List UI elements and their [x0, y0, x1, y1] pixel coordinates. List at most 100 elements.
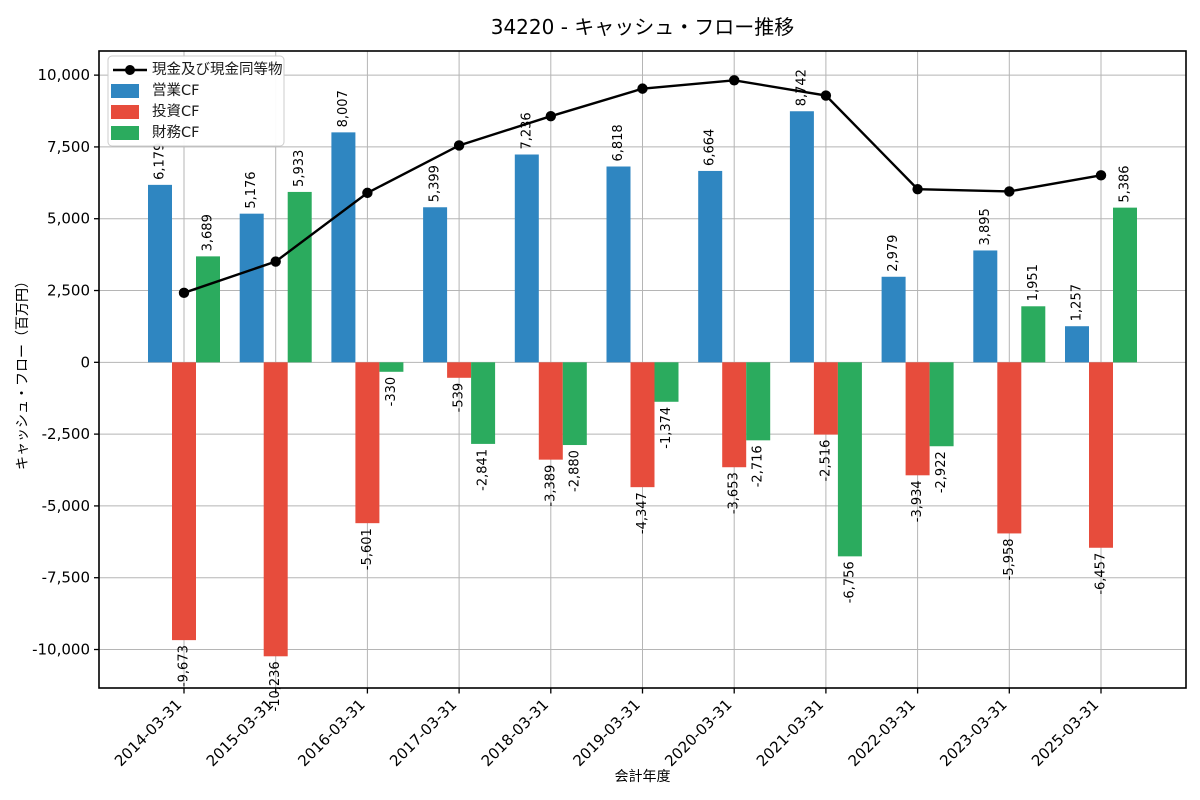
value-label-operating-cf-2022-03-31: 2,979: [886, 235, 901, 272]
bar-value-labels: 6,179 5,176 8,007 5,399 7,236 6,818 6,664 8,742…: [153, 69, 1133, 711]
value-label-investing-cf-2017-03-31: -539: [452, 383, 467, 413]
legend-label: 現金及び現金同等物: [152, 60, 283, 78]
chart-title: 34220 - キャッシュ・フロー推移: [490, 15, 795, 39]
bar-investing-cf-2022-03-31: [905, 362, 930, 476]
x-tick-label-2023-03-31: 2023-03-31: [936, 696, 1010, 770]
bar-financing-cf-2014-03-31: [196, 256, 220, 363]
value-label-investing-cf-2019-03-31: -4,347: [635, 492, 650, 534]
marker-cash-and-equivalents-2021-03-31: [820, 90, 832, 101]
bar-operating-cf-2014-03-31: [148, 184, 172, 363]
bar-operating-cf-2019-03-31: [606, 166, 631, 363]
legend-box: [107, 55, 285, 147]
bar-operating-cf-2020-03-31: [698, 170, 723, 363]
bar-operating-cf-2017-03-31: [423, 207, 448, 363]
legend-swatch-icon: [111, 84, 139, 98]
value-label-financing-cf-2019-03-31: -1,374: [659, 407, 674, 449]
value-label-financing-cf-2016-03-31: -330: [384, 377, 399, 407]
bar-financing-cf-2019-03-31: [654, 362, 679, 402]
value-label-operating-cf-2015-03-31: 5,176: [244, 171, 259, 208]
value-label-operating-cf-2023-03-31: 3,895: [978, 208, 993, 245]
value-label-financing-cf-2021-03-31: -6,756: [842, 561, 857, 603]
bar-operating-cf-2021-03-31: [789, 111, 814, 363]
value-label-investing-cf-2025-03-31: -6,457: [1094, 553, 1109, 595]
value-label-operating-cf-2016-03-31: 8,007: [336, 90, 351, 127]
x-tick-label-2018-03-31: 2018-03-31: [478, 696, 552, 770]
value-label-financing-cf-2017-03-31: -2,841: [476, 449, 491, 491]
value-label-investing-cf-2023-03-31: -5,958: [1002, 538, 1017, 580]
marker-cash-and-equivalents-2014-03-31: [178, 287, 190, 299]
legend-item-cash-and-equivalents: 現金及び現金同等物: [113, 60, 283, 78]
x-tick-label-2020-03-31: 2020-03-31: [661, 696, 735, 770]
marker-cash-and-equivalents-2015-03-31: [270, 256, 281, 267]
legend-label: 財務CF: [152, 124, 199, 141]
bar-financing-cf-2018-03-31: [562, 362, 587, 446]
bar-investing-cf-2018-03-31: [538, 362, 563, 460]
bar-operating-cf-2018-03-31: [514, 154, 539, 363]
bar-operating-cf-2023-03-31: [973, 250, 998, 363]
value-label-financing-cf-2015-03-31: 5,933: [292, 150, 307, 187]
value-label-financing-cf-2023-03-31: 1,951: [1026, 264, 1041, 301]
value-label-investing-cf-2015-03-31: -10,236: [268, 661, 283, 711]
value-label-financing-cf-2022-03-31: -2,922: [934, 451, 949, 493]
x-tick-label-2014-03-31: 2014-03-31: [111, 696, 185, 770]
marker-cash-and-equivalents-2018-03-31: [545, 110, 556, 122]
bar-investing-cf-2020-03-31: [722, 362, 747, 468]
bar-investing-cf-2014-03-31: [172, 362, 196, 641]
x-tick-label-2022-03-31: 2022-03-31: [845, 696, 919, 770]
value-label-operating-cf-2018-03-31: 7,236: [519, 112, 534, 149]
bar-investing-cf-2023-03-31: [997, 362, 1022, 534]
bar-operating-cf-2022-03-31: [881, 276, 906, 363]
y-tick-label: 5,000: [47, 210, 90, 228]
bar-investing-cf-2016-03-31: [355, 362, 380, 524]
value-label-financing-cf-2014-03-31: 3,689: [201, 214, 216, 251]
y-tick-label: -2,500: [42, 425, 90, 443]
bar-financing-cf-2023-03-31: [1021, 306, 1046, 363]
y-tick-label: -5,000: [42, 497, 90, 515]
value-label-financing-cf-2020-03-31: -2,716: [751, 445, 766, 487]
marker-cash-and-equivalents-2023-03-31: [1004, 186, 1015, 197]
bar-financing-cf-2015-03-31: [287, 191, 312, 363]
x-axis-ticks: 2014-03-31 2015-03-31 2016-03-31 2017-03-31…: [111, 688, 1102, 770]
value-label-financing-cf-2025-03-31: 5,386: [1118, 165, 1133, 202]
bar-financing-cf-2022-03-31: [929, 362, 954, 447]
legend-swatch-icon: [111, 126, 139, 140]
marker-cash-and-equivalents-2017-03-31: [453, 140, 465, 151]
bar-series-investing-cf: [172, 362, 1113, 657]
legend-item-financing-cf: 財務CF: [111, 124, 199, 141]
bar-investing-cf-2025-03-31: [1089, 362, 1113, 548]
value-label-operating-cf-2017-03-31: 5,399: [428, 165, 443, 202]
y-tick-label: 10,000: [38, 66, 91, 84]
marker-cash-and-equivalents-2025-03-31: [1095, 170, 1107, 181]
line-markers-cash-and-equivalents: [178, 75, 1107, 299]
bar-series-operating-cf: [148, 111, 1089, 363]
bar-operating-cf-2025-03-31: [1065, 326, 1089, 363]
value-label-operating-cf-2019-03-31: 6,818: [611, 124, 626, 161]
y-tick-label: -10,000: [32, 641, 90, 659]
y-tick-label: -7,500: [42, 569, 90, 587]
value-label-operating-cf-2014-03-31: 6,179: [153, 143, 168, 180]
marker-cash-and-equivalents-2022-03-31: [912, 183, 923, 195]
bar-series-financing-cf: [196, 191, 1137, 557]
value-label-operating-cf-2025-03-31: 1,257: [1070, 284, 1085, 321]
x-tick-label-2021-03-31: 2021-03-31: [753, 696, 827, 770]
value-label-operating-cf-2021-03-31: 8,742: [794, 69, 809, 106]
value-label-investing-cf-2021-03-31: -2,516: [818, 440, 833, 482]
x-axis-label: 会計年度: [614, 769, 671, 785]
legend-item-operating-cf: 営業CF: [111, 82, 199, 99]
bar-investing-cf-2017-03-31: [447, 362, 472, 378]
x-tick-label-2016-03-31: 2016-03-31: [294, 696, 368, 770]
value-label-financing-cf-2018-03-31: -2,880: [567, 450, 582, 492]
x-tick-label-2019-03-31: 2019-03-31: [569, 696, 643, 770]
y-axis-label: キャッシュ・フロー（百万円）: [15, 274, 31, 470]
marker-cash-and-equivalents-2016-03-31: [362, 187, 373, 199]
bar-operating-cf-2015-03-31: [239, 213, 264, 363]
bar-financing-cf-2016-03-31: [379, 362, 404, 372]
marker-cash-and-equivalents-2020-03-31: [729, 75, 740, 86]
bar-financing-cf-2017-03-31: [471, 362, 496, 444]
value-label-investing-cf-2016-03-31: -5,601: [360, 528, 375, 570]
value-label-investing-cf-2014-03-31: -9,673: [177, 645, 192, 687]
value-label-investing-cf-2022-03-31: -3,934: [910, 480, 925, 522]
